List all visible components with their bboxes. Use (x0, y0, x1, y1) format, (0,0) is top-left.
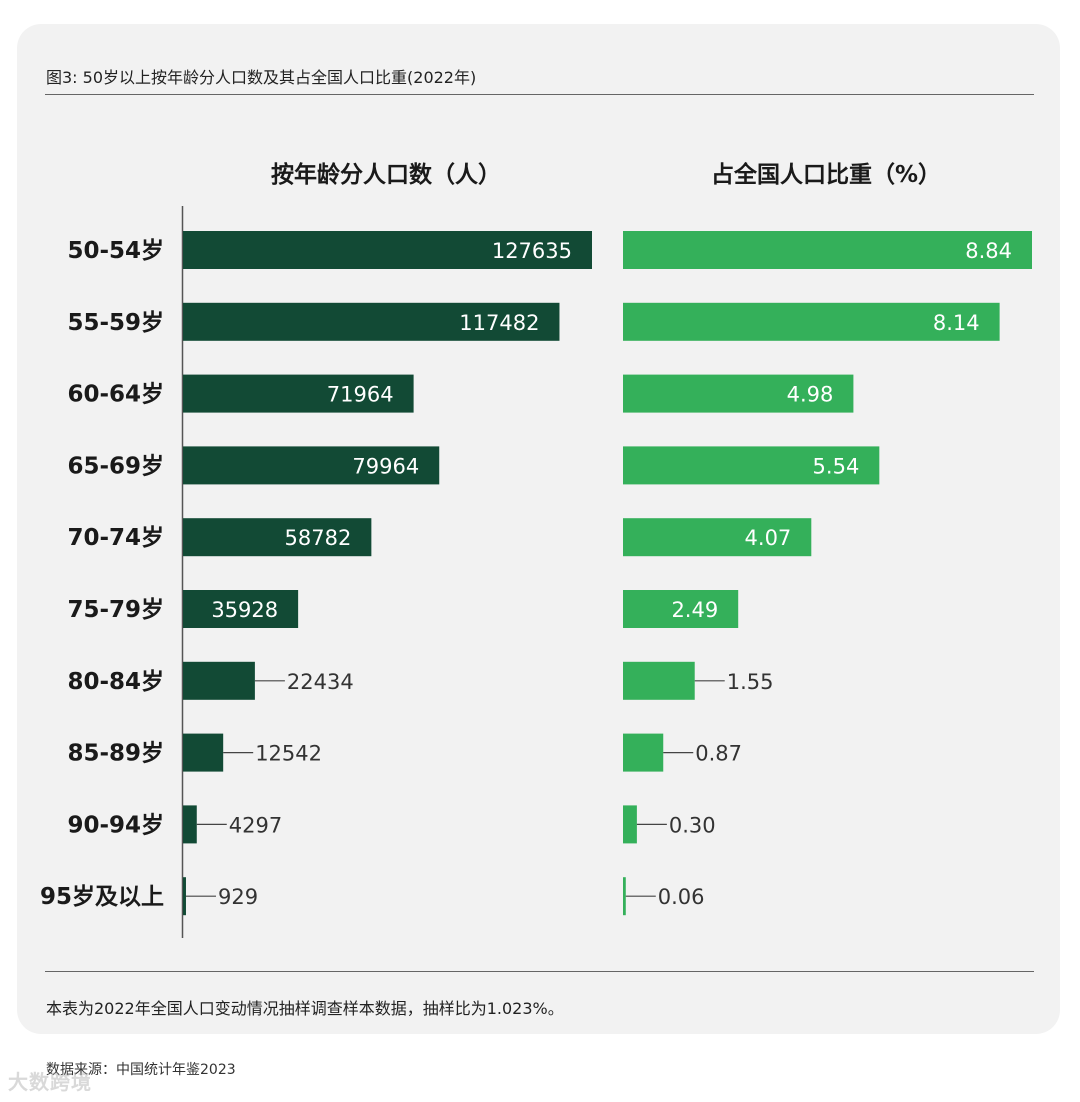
population-bars: 127635 117482 71964 79964 58782 35928 22434 125… (183, 231, 592, 916)
category-label: 85-89岁 (67, 740, 164, 767)
population-value-label: 58782 (285, 526, 352, 550)
category-label: 65-69岁 (67, 452, 164, 479)
share-value-label: 0.06 (658, 885, 705, 909)
share-bar (623, 590, 739, 628)
share-value-label: 4.07 (745, 526, 792, 550)
category-label: 55-59岁 (67, 309, 164, 336)
bottom-rule (45, 971, 1034, 972)
share-bar (623, 877, 626, 916)
share-value-label: 2.49 (671, 598, 718, 622)
share-value-label: 1.55 (727, 670, 774, 694)
figure-title: 图3: 50岁以上按年龄分人口数及其占全国人口比重(2022年) (46, 68, 477, 87)
watermark-logo: 大数跨境 (8, 1070, 92, 1094)
population-value-label: 127635 (492, 239, 572, 263)
population-value-label: 4297 (229, 813, 282, 837)
population-chart-title: 按年龄分人口数（人） (271, 161, 501, 188)
share-bar (623, 446, 880, 485)
share-value-label: 5.54 (813, 454, 860, 478)
top-rule (45, 94, 1034, 95)
population-bar (183, 302, 560, 341)
population-bar (183, 590, 299, 628)
population-bar (183, 518, 372, 557)
population-value-label: 79964 (352, 454, 419, 478)
population-value-label: 929 (218, 885, 258, 909)
category-label: 75-79岁 (67, 596, 164, 623)
category-labels: 50-54岁 55-59岁 60-64岁 65-69岁 70-74岁 75-79岁 80-8… (40, 237, 164, 910)
population-value-label: 35928 (211, 598, 278, 622)
population-bar (183, 231, 592, 269)
category-label: 80-84岁 (67, 668, 164, 695)
category-label: 95岁及以上 (40, 883, 164, 910)
share-bar (623, 805, 637, 844)
footnote: 本表为2022年全国人口变动情况抽样调查样本数据，抽样比为1.023%。 (46, 999, 564, 1018)
category-label: 60-64岁 (67, 381, 164, 408)
share-bar (623, 661, 695, 700)
share-value-label: 4.98 (787, 383, 834, 407)
population-bar (183, 733, 224, 772)
source-note: 数据来源：中国统计年鉴2023 (46, 1062, 236, 1078)
population-value-label: 22434 (287, 670, 354, 694)
share-bar (623, 231, 1032, 269)
share-bar (623, 733, 664, 772)
share-chart-title: 占全国人口比重（%） (711, 161, 941, 188)
population-bar (183, 446, 440, 485)
share-value-label: 8.14 (933, 311, 980, 335)
population-bar (183, 374, 414, 413)
population-value-label: 117482 (459, 311, 539, 335)
population-bar (183, 661, 255, 700)
population-bar (183, 805, 197, 844)
share-value-label: 0.87 (695, 742, 742, 766)
category-label: 90-94岁 (67, 811, 164, 838)
population-bar (183, 877, 186, 916)
share-value-label: 0.30 (669, 813, 716, 837)
share-value-label: 8.84 (965, 239, 1012, 263)
category-label: 50-54岁 (67, 237, 164, 264)
population-value-label: 12542 (255, 742, 322, 766)
share-bars: 8.84 8.14 4.98 5.54 4.07 2.49 1.55 0.87 0.30 0.06 (623, 231, 1032, 916)
category-label: 70-74岁 (67, 524, 164, 551)
share-bar (623, 302, 1000, 341)
share-bar (623, 518, 812, 557)
share-bar (623, 374, 854, 413)
population-value-label: 71964 (327, 383, 394, 407)
